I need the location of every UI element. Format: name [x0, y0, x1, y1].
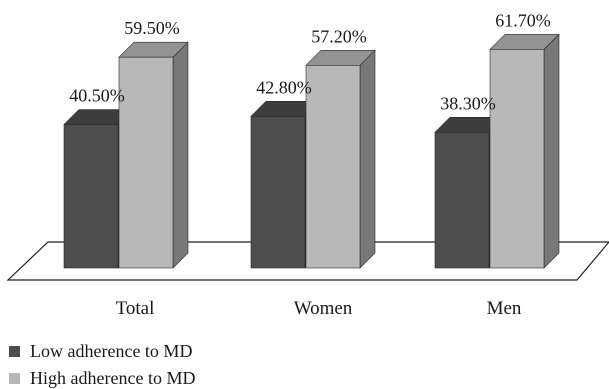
bar-high-total — [118, 41, 189, 269]
legend-item-low: Low adherence to MD — [9, 341, 192, 361]
bar-high-men — [489, 33, 560, 269]
bar-front-face — [434, 132, 490, 269]
legend-item-high: High adherence to MD — [9, 368, 195, 388]
legend-swatch — [9, 346, 20, 357]
bar-front-face — [250, 116, 306, 269]
category-label-men: Men — [487, 298, 522, 319]
data-labels: 40.50% 59.50% 42.80% 57.20% 38.30% 61.70% — [69, 10, 551, 113]
legend-label: Low adherence to MD — [30, 341, 192, 361]
bar-side-face — [543, 33, 560, 269]
data-label: 57.20% — [311, 26, 367, 46]
legend-label: High adherence to MD — [30, 368, 195, 388]
bar-side-face — [359, 49, 376, 269]
bar-front-face — [118, 56, 174, 269]
category-label-total: Total — [116, 298, 155, 319]
bar-front-face — [305, 65, 361, 269]
bars — [63, 33, 560, 269]
legend-swatch — [9, 373, 20, 384]
data-label: 59.50% — [124, 18, 180, 38]
bar-front-face — [63, 124, 119, 269]
data-label: 38.30% — [440, 93, 496, 113]
data-label: 61.70% — [495, 10, 551, 30]
bar-side-face — [172, 41, 189, 269]
data-label: 42.80% — [256, 77, 312, 97]
data-label: 40.50% — [69, 86, 125, 106]
category-label-women: Women — [294, 298, 353, 319]
category-axis: Total Women Men — [116, 298, 522, 319]
bar-high-women — [305, 49, 376, 269]
legend: Low adherence to MD High adherence to MD — [9, 341, 195, 388]
bar-front-face — [489, 49, 545, 269]
